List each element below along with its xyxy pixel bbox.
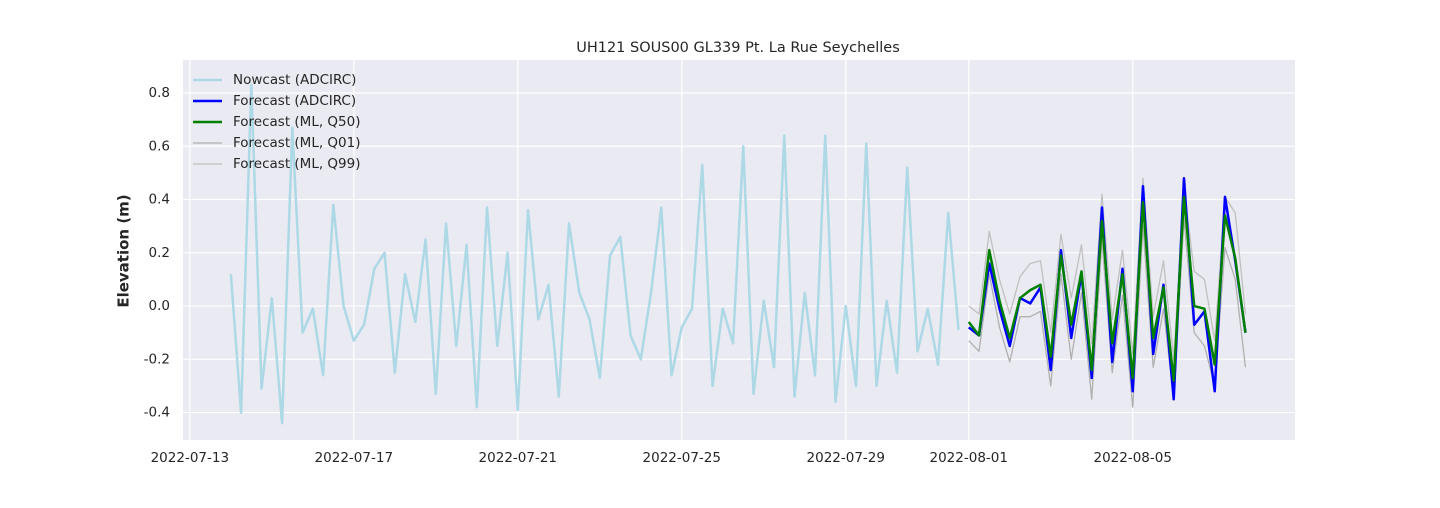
y-tick-label: 0.2 bbox=[149, 245, 170, 261]
y-tick-label: -0.2 bbox=[144, 351, 170, 367]
x-tick-label: 2022-08-05 bbox=[1093, 450, 1171, 466]
legend-label: Forecast (ML, Q50) bbox=[233, 114, 361, 130]
x-tick-label: 2022-08-01 bbox=[930, 450, 1008, 466]
legend-label: Forecast (ML, Q99) bbox=[233, 156, 361, 172]
legend-label: Nowcast (ADCIRC) bbox=[233, 72, 356, 88]
y-tick-label: 0.6 bbox=[149, 138, 170, 154]
x-tick-label: 2022-07-25 bbox=[643, 450, 721, 466]
series-line bbox=[229, 83, 960, 425]
x-tick-label: 2022-07-21 bbox=[479, 450, 557, 466]
series-line bbox=[968, 177, 1247, 360]
y-axis-label: Elevation (m) bbox=[115, 194, 133, 307]
y-tick-label: 0.0 bbox=[149, 298, 170, 314]
x-tick-label: 2022-07-29 bbox=[807, 450, 885, 466]
legend-label: Forecast (ADCIRC) bbox=[233, 93, 356, 109]
x-tick-label: 2022-07-17 bbox=[315, 450, 393, 466]
y-tick-label: 0.4 bbox=[149, 192, 170, 208]
x-tick-label: 2022-07-13 bbox=[151, 450, 229, 466]
series-line bbox=[967, 195, 1247, 382]
chart-title: UH121 SOUS00 GL339 Pt. La Rue Seychelles bbox=[576, 40, 900, 56]
series-line bbox=[968, 217, 1247, 408]
y-tick-label: -0.4 bbox=[144, 405, 170, 421]
legend-label: Forecast (ML, Q01) bbox=[233, 135, 361, 151]
y-tick-label: 0.8 bbox=[149, 85, 170, 101]
